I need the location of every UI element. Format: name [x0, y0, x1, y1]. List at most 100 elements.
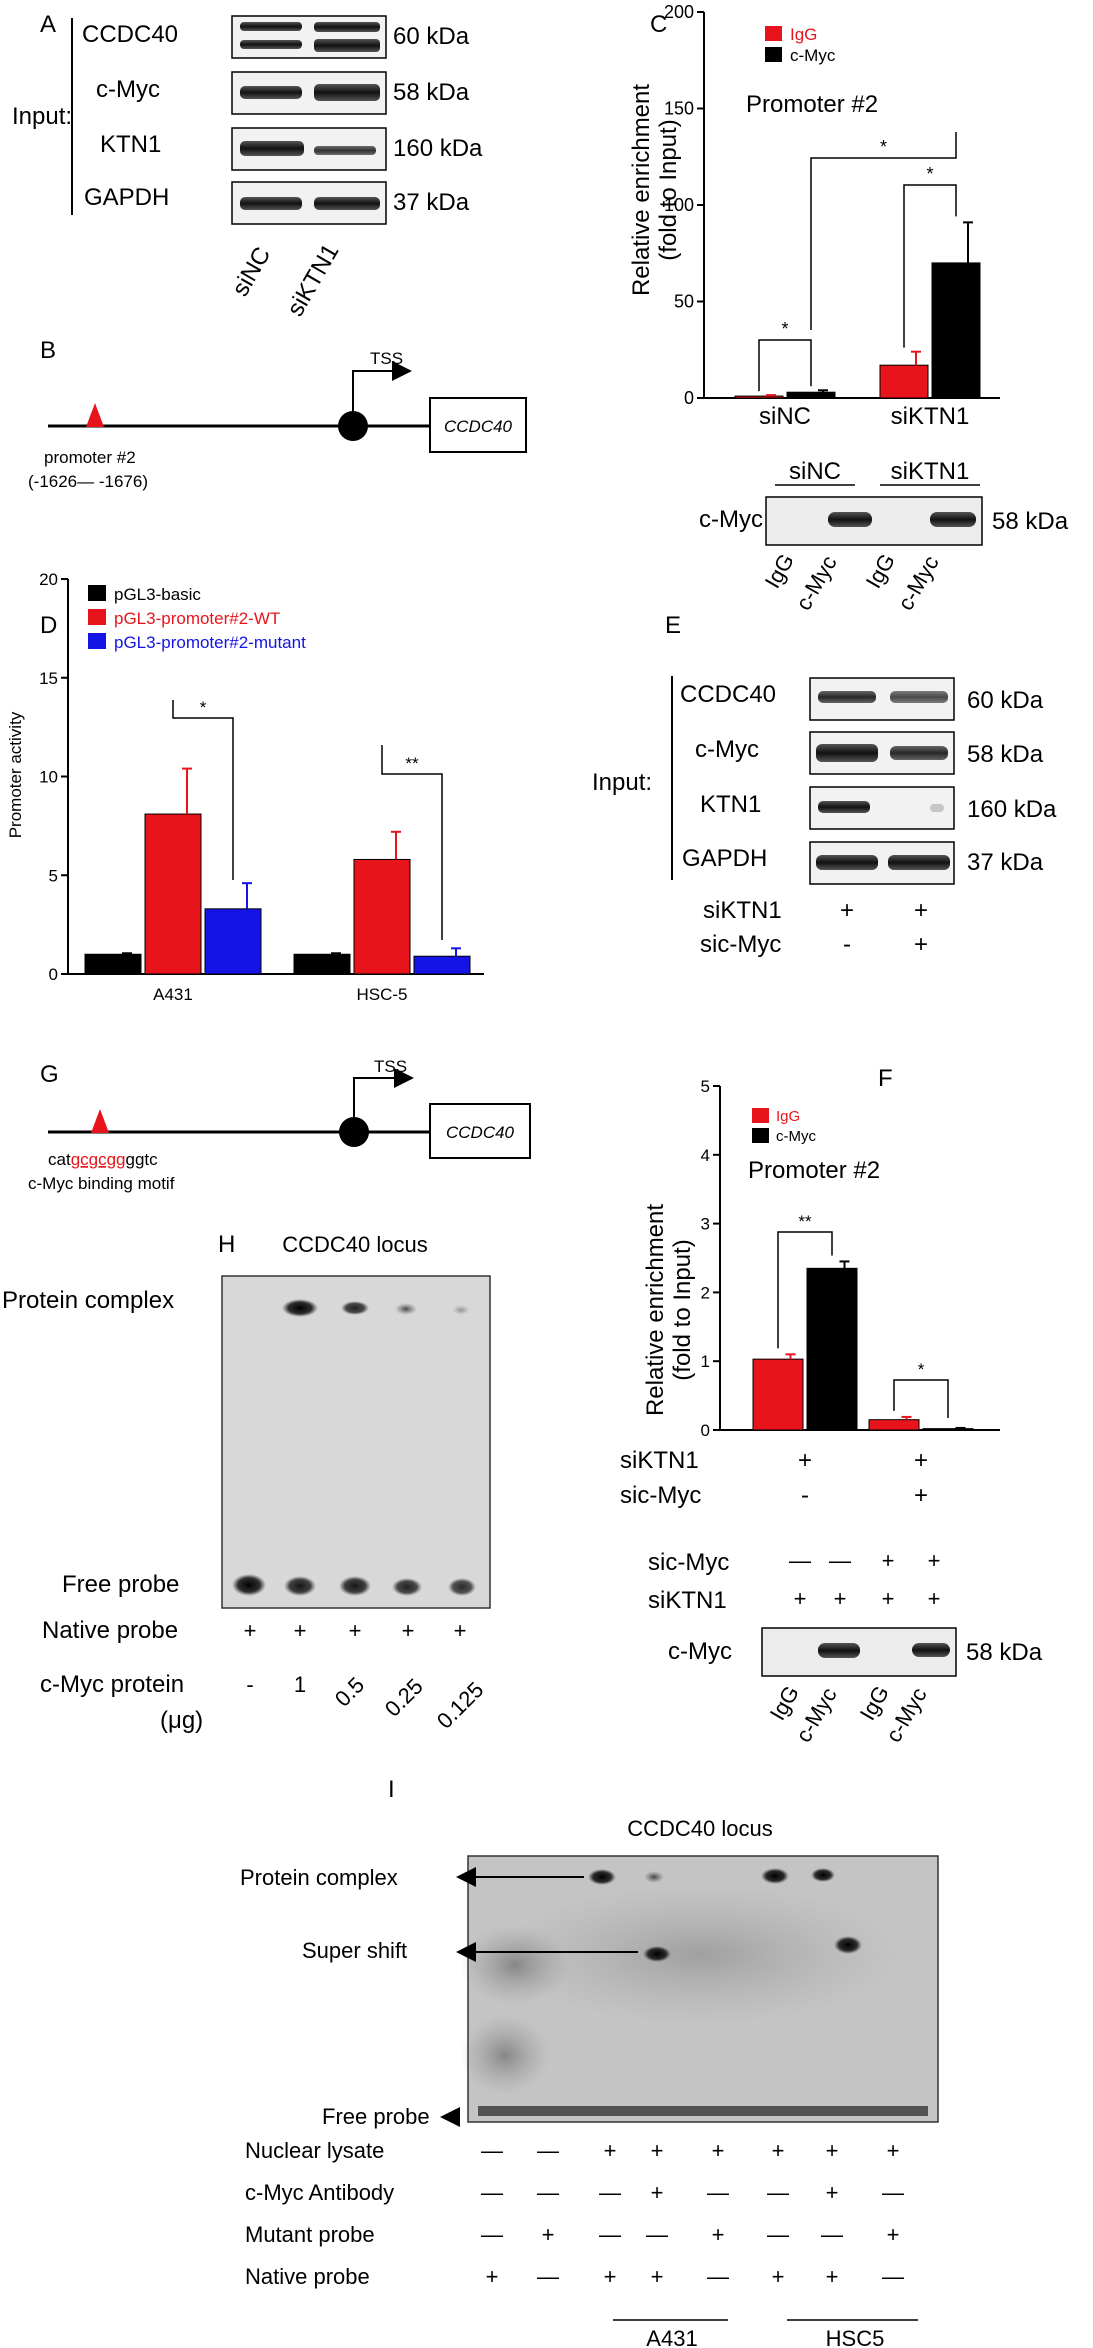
- i-cell: +: [651, 2138, 664, 2163]
- kda-ccdc40: 60 kDa: [393, 23, 470, 50]
- panel-c-axes: 0 50 100 150 200 siNC siKTN1 * * *: [664, 2, 1000, 430]
- blot-strip-cmyc: [231, 71, 387, 115]
- panel-h-letter: H: [218, 1231, 235, 1258]
- blot-strip-ccdc40: [231, 15, 387, 59]
- f-wb-cell: +: [882, 1586, 895, 1611]
- significance-bracket: [777, 1231, 833, 1349]
- panel-c: C 0 50 100 150 200 siNC siKTN1 * * * Relative enr…: [628, 2, 1069, 615]
- e-band-label-ktn1: KTN1: [700, 791, 761, 818]
- panel-f-ylabel: Relative enrichment: [642, 1204, 669, 1416]
- panel-e: E Input: CCDC40 c-Myc KTN1 GAPDH 60 kDa …: [592, 612, 1057, 958]
- motif-core: gcgcgg: [71, 1150, 126, 1169]
- h-protein-cell: 0.5: [330, 1672, 369, 1711]
- f-wb-lane-igg-1: IgG: [765, 1681, 804, 1724]
- e-kda-gapdh: 37 kDa: [967, 849, 1044, 876]
- y-tick-label: 15: [39, 669, 58, 688]
- f-legend-text-cmyc: c-Myc: [776, 1128, 816, 1145]
- panel-b: B TSS CCDC40 promoter #2 (-1626— -1676): [28, 337, 527, 491]
- i-cell: —: [537, 2138, 559, 2163]
- e-kda-cmyc: 58 kDa: [967, 741, 1044, 768]
- legend-swatch-igg: [765, 26, 782, 41]
- f-wb-label-cmyc: c-Myc: [668, 1638, 732, 1665]
- motif-marker-icon: [91, 1109, 109, 1133]
- e-band-label-gapdh: GAPDH: [682, 845, 767, 872]
- i-cell: +: [772, 2138, 785, 2163]
- i-cell: +: [826, 2264, 839, 2289]
- i-cell: —: [481, 2138, 503, 2163]
- f-wb-cell: —: [829, 1548, 851, 1573]
- significance-bracket: [893, 1379, 949, 1418]
- y-tick-label: 1: [701, 1352, 710, 1371]
- legend-text-wt: pGL3-promoter#2-WT: [114, 609, 280, 628]
- i-protein-complex: Protein complex: [240, 1865, 398, 1890]
- emsa-gel-h: [221, 1275, 491, 1609]
- h-native-cell: +: [294, 1618, 307, 1643]
- significance-bracket: [381, 745, 443, 940]
- bar-mutant: [204, 908, 262, 975]
- i-cell: —: [599, 2180, 621, 2205]
- panel-c-subtitle: Promoter #2: [746, 91, 878, 118]
- wb-kda: 58 kDa: [992, 508, 1069, 535]
- h-native-cell: +: [349, 1618, 362, 1643]
- f-legend-swatch-igg: [752, 1108, 769, 1123]
- tss-circle-icon: [338, 411, 368, 441]
- kda-cmyc: 58 kDa: [393, 79, 470, 106]
- i-row-label: Native probe: [245, 2264, 370, 2289]
- e-cell: +: [914, 931, 928, 958]
- legend-text-igg: IgG: [790, 25, 817, 44]
- kda-ktn1: 160 kDa: [393, 135, 483, 162]
- y-tick-label: 10: [39, 768, 58, 787]
- e-blot-strip-ktn1: [809, 786, 955, 830]
- panel-b-tss: TSS: [370, 349, 403, 368]
- y-tick-label: 20: [39, 570, 58, 589]
- e-cell: +: [840, 897, 854, 924]
- f-cell: +: [914, 1447, 928, 1474]
- h-protein-complex: Protein complex: [2, 1287, 174, 1314]
- y-tick-label: 0: [701, 1421, 710, 1440]
- significance-label: *: [781, 319, 788, 339]
- panel-e-input-label: Input:: [592, 769, 652, 796]
- y-tick-label: 0: [684, 388, 694, 408]
- i-cell: +: [604, 2264, 617, 2289]
- y-tick-label: 3: [701, 1215, 710, 1234]
- bar-basic: [293, 953, 351, 975]
- panel-f-letter: F: [878, 1065, 893, 1092]
- panel-g: G TSS CCDC40 catgcgcggggtc c-Myc binding…: [28, 1057, 531, 1193]
- i-cell: —: [882, 2264, 904, 2289]
- panel-g-tss: TSS: [374, 1057, 407, 1076]
- bar-basic: [84, 953, 142, 975]
- e-band-label-ccdc40: CCDC40: [680, 681, 776, 708]
- panel-d-letter: D: [40, 612, 57, 639]
- i-cell: +: [486, 2264, 499, 2289]
- legend-swatch-basic: [88, 585, 106, 601]
- i-cell: +: [887, 2138, 900, 2163]
- i-cell: —: [481, 2180, 503, 2205]
- f-wb-cell: +: [928, 1586, 941, 1611]
- i-cell: —: [767, 2180, 789, 2205]
- bar-mutant: [413, 955, 471, 975]
- f-wb-kda: 58 kDa: [966, 1639, 1043, 1666]
- i-cell: —: [646, 2222, 668, 2247]
- e-blot-strip-ccdc40: [809, 677, 955, 721]
- significance-label: *: [200, 698, 207, 717]
- bar-igg: [868, 1419, 920, 1431]
- i-cell: —: [707, 2180, 729, 2205]
- blot-strip-ktn1: [231, 127, 387, 171]
- f-cell: +: [798, 1447, 812, 1474]
- i-row-label: Mutant probe: [245, 2222, 375, 2247]
- bar-cmyc: [931, 262, 981, 399]
- panel-c-ylabel: Relative enrichment: [628, 84, 655, 296]
- i-cell: —: [537, 2264, 559, 2289]
- y-tick-label: 0: [49, 965, 58, 984]
- e-row-label-siktn1: siKTN1: [703, 897, 782, 924]
- lane-label-sinc: siNC: [227, 242, 276, 301]
- band-label-ccdc40: CCDC40: [82, 21, 178, 48]
- bar-igg: [734, 395, 784, 399]
- f-wb-lane-igg-2: IgG: [855, 1681, 894, 1724]
- x-category-label: siNC: [759, 403, 811, 430]
- y-tick-label: 100: [664, 195, 694, 215]
- panel-d-ylabel: Promoter activity: [6, 711, 25, 838]
